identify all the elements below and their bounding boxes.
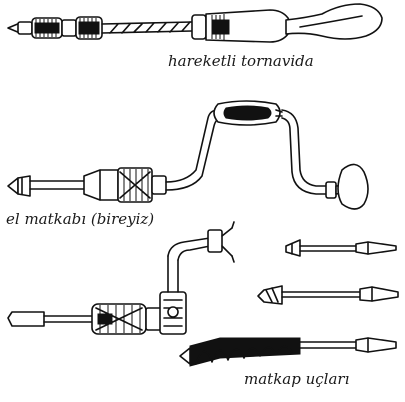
corner-brace-illustration (7, 221, 235, 335)
drill-bit-3 (179, 337, 397, 367)
screwdriver-label: hareketli tornavida (168, 52, 314, 70)
drill-bit-2 (257, 285, 399, 305)
drill-bits-label: matkap uçları (244, 370, 350, 388)
screwdriver-illustration (7, 3, 383, 43)
drill-bit-1 (285, 239, 397, 257)
brace-label: el matkabı (bireyiz) (6, 210, 155, 228)
brace-illustration (7, 100, 369, 210)
drill-bits-illustration (179, 239, 399, 367)
